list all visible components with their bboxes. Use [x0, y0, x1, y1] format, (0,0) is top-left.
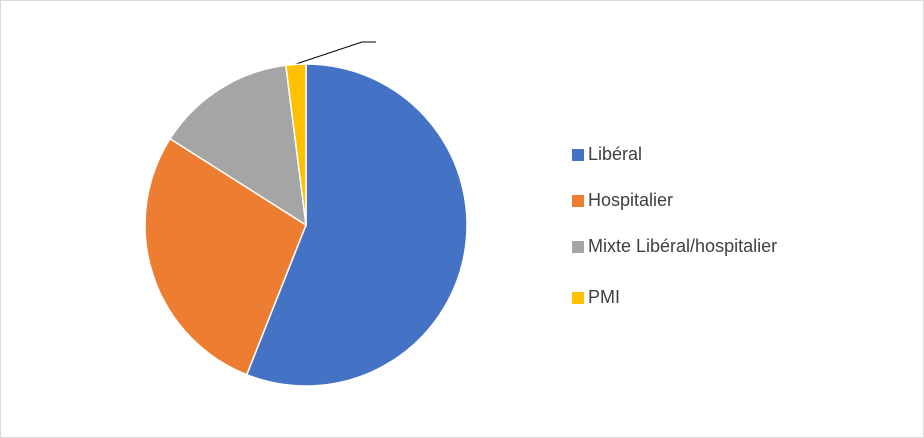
legend-swatch: [572, 195, 584, 207]
pie-slice: [169, 64, 307, 227]
legend-label: Libéral: [588, 144, 642, 164]
pie-slice: [245, 63, 468, 387]
pie-slice: [284, 63, 307, 226]
legend-label: PMI: [588, 287, 620, 307]
legend-swatch: [572, 292, 584, 304]
legend-label: Hospitalier: [588, 190, 673, 210]
legend-swatch: [572, 241, 584, 253]
legend-swatch: [572, 149, 584, 161]
leader-line: [280, 41, 376, 70]
pie-slice: [144, 137, 307, 376]
legend-label: Mixte Libéral/hospitalier: [588, 236, 777, 256]
